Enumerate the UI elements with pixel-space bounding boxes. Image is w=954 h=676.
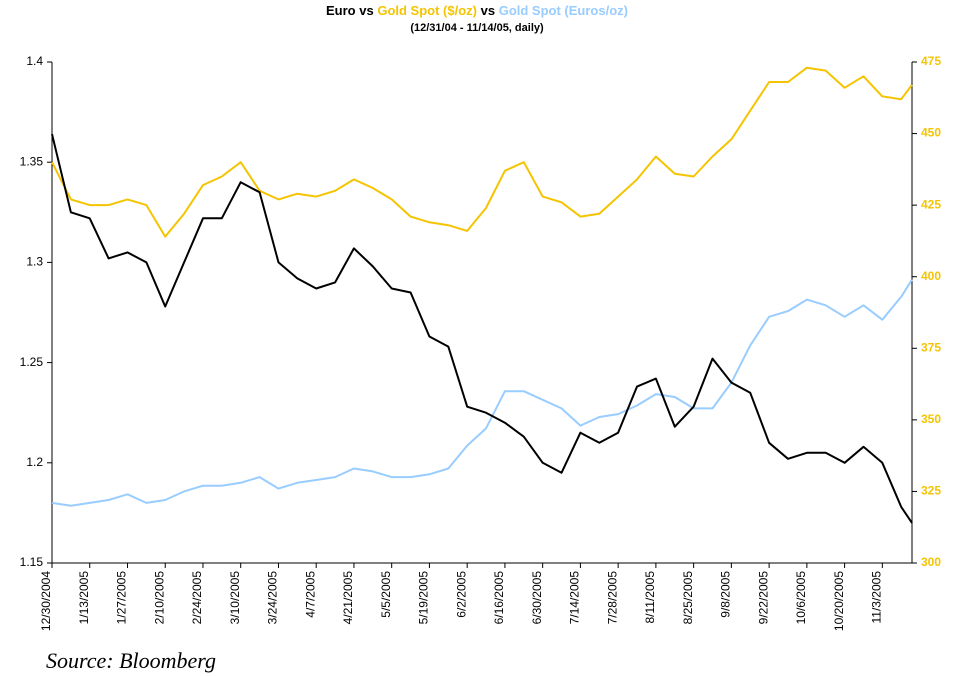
x-tick-label: 5/5/2005 <box>379 571 393 618</box>
x-tick-label: 6/2/2005 <box>454 571 468 618</box>
x-tick-label: 8/25/2005 <box>681 571 695 625</box>
y-tick-label: 1.25 <box>20 355 44 369</box>
series-line <box>51 279 913 507</box>
y-tick-label: 1.2 <box>26 455 43 469</box>
y2-tick-label: 475 <box>921 54 941 68</box>
y2-tick-label: 450 <box>921 126 941 140</box>
x-tick-label: 4/7/2005 <box>303 571 317 618</box>
title-connector: vs <box>359 3 373 18</box>
title-series: Gold Spot ($/oz) <box>377 3 477 18</box>
y2-tick-label: 400 <box>921 269 941 283</box>
y2-tick-label: 375 <box>921 340 941 354</box>
y-tick-label: 1.35 <box>20 154 44 168</box>
y2-tick-label: 425 <box>921 197 941 211</box>
y2-tick-label: 350 <box>921 412 941 426</box>
y-tick-label: 1.15 <box>20 555 44 569</box>
x-tick-label: 9/8/2005 <box>719 571 733 618</box>
series-line <box>51 133 913 524</box>
x-tick-label: 9/22/2005 <box>756 571 770 625</box>
x-tick-label: 7/28/2005 <box>605 571 619 625</box>
series-line <box>51 66 913 238</box>
x-tick-label: 6/30/2005 <box>530 571 544 625</box>
chart-title: Euro vs Gold Spot ($/oz) vs Gold Spot (E… <box>326 3 628 18</box>
x-tick-label: 8/11/2005 <box>643 571 657 624</box>
x-tick-label: 2/10/2005 <box>152 571 166 625</box>
x-tick-label: 11/3/2005 <box>870 571 884 624</box>
y2-tick-label: 325 <box>921 484 941 498</box>
x-tick-label: 6/16/2005 <box>492 571 506 625</box>
y-tick-label: 1.4 <box>26 54 43 68</box>
x-tick-label: 2/24/2005 <box>190 571 204 625</box>
source: Source: Bloomberg <box>46 648 216 673</box>
x-tick-label: 12/30/2004 <box>39 571 53 631</box>
x-tick-label: 10/20/2005 <box>832 571 846 631</box>
title-connector: vs <box>481 3 495 18</box>
x-tick-label: 1/27/2005 <box>115 571 129 625</box>
x-tick-label: 3/24/2005 <box>266 571 280 625</box>
title-series: Gold Spot (Euros/oz) <box>499 3 628 18</box>
x-tick-label: 10/6/2005 <box>794 571 808 625</box>
x-tick-label: 5/19/2005 <box>417 571 431 625</box>
x-tick-label: 1/13/2005 <box>77 571 91 625</box>
title-series: Euro <box>326 3 356 18</box>
y-tick-label: 1.3 <box>26 255 43 269</box>
x-tick-label: 7/14/2005 <box>568 571 582 625</box>
x-tick-label: 3/10/2005 <box>228 571 242 625</box>
y2-tick-label: 300 <box>921 555 941 569</box>
chart-subtitle: (12/31/04 - 11/14/05, daily) <box>410 22 544 34</box>
x-tick-label: 4/21/2005 <box>341 571 355 625</box>
